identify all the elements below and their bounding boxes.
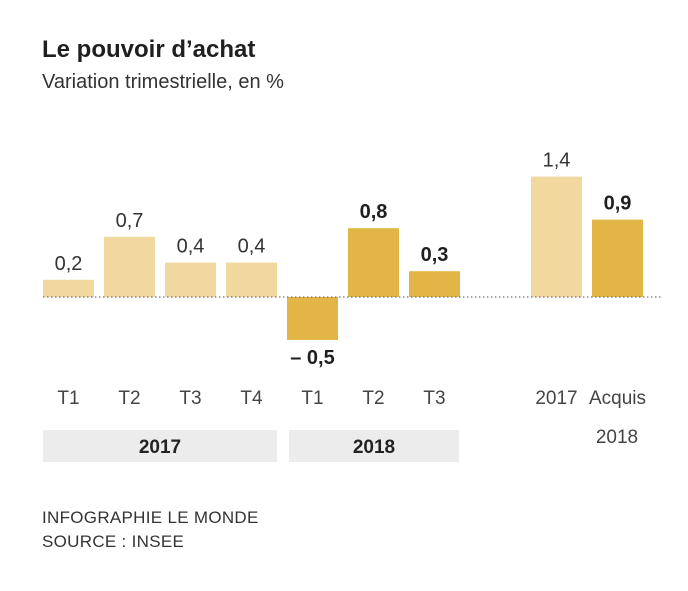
category-label: T1: [301, 388, 323, 409]
bar-2017: [531, 176, 582, 297]
year-label-2017: 2017: [139, 437, 181, 458]
bar-2017-t2: [104, 236, 155, 297]
bar-2017-t1: [43, 279, 94, 297]
chart-subtitle: Variation trimestrielle, en %: [42, 71, 284, 93]
chart-title: Le pouvoir d’achat: [42, 36, 256, 63]
year-label-2018: 2018: [353, 437, 395, 458]
credit-source: SOURCE : INSEE: [42, 532, 185, 551]
bar-acquis: [592, 219, 643, 297]
bar-2017-t3: [165, 262, 216, 297]
category-label: T2: [118, 388, 140, 409]
category-label: T3: [179, 388, 201, 409]
category-label: T2: [362, 388, 384, 409]
category-label: T3: [423, 388, 445, 409]
credit-infographie: INFOGRAPHIE LE MONDE: [42, 508, 259, 527]
bar-2018-t3: [409, 271, 460, 297]
value-label: 0,3: [421, 244, 449, 266]
bar-2018-t2: [348, 228, 399, 297]
year-band-2017: [43, 430, 277, 462]
value-label: 1,4: [543, 150, 571, 172]
value-label: – 0,5: [290, 347, 334, 369]
value-label: 0,9: [604, 193, 632, 215]
value-label: 0,7: [116, 210, 144, 232]
value-label: 0,4: [177, 236, 205, 258]
credits: INFOGRAPHIE LE MONDE SOURCE : INSEE: [42, 506, 259, 554]
category-label: 2017: [535, 388, 577, 409]
year-band-2018: [289, 430, 459, 462]
category-label: T4: [240, 388, 263, 409]
value-label: 0,4: [238, 236, 266, 258]
acquis-year-label: 2018: [596, 427, 638, 448]
value-label: 0,8: [360, 201, 388, 223]
category-label: Acquis: [589, 388, 646, 409]
bar-2018-t1: [287, 297, 338, 340]
bar-2017-t4: [226, 262, 277, 297]
value-label: 0,2: [55, 253, 83, 275]
category-label: T1: [57, 388, 79, 409]
